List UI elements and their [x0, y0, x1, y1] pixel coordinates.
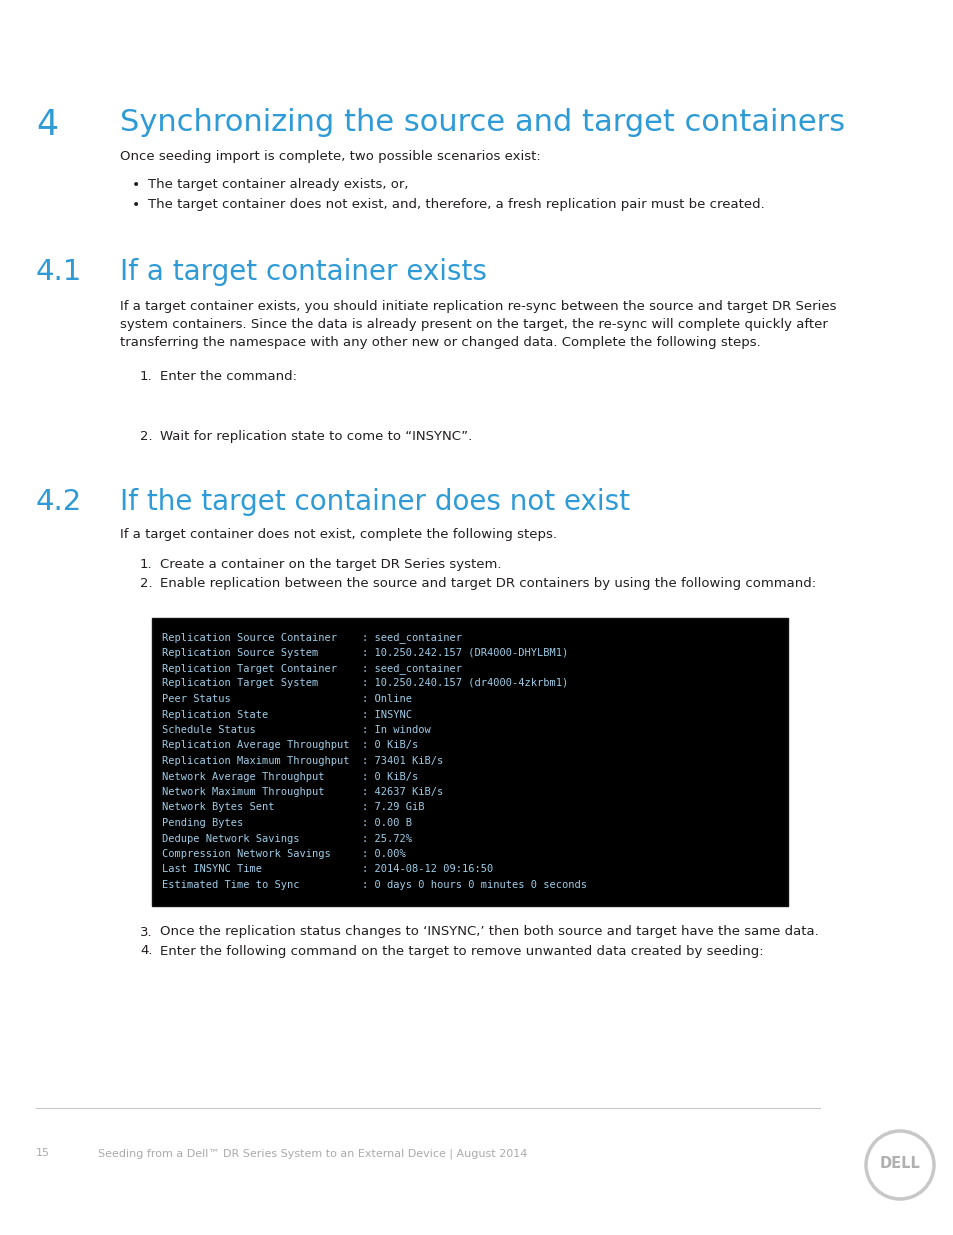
Text: •: • — [132, 178, 140, 191]
Text: Enter the following command on the target to remove unwanted data created by see: Enter the following command on the targe… — [160, 945, 762, 957]
Text: 4.1: 4.1 — [36, 258, 82, 287]
Text: Once the replication status changes to ‘INSYNC,’ then both source and target hav: Once the replication status changes to ‘… — [160, 925, 818, 939]
Text: Replication Target System       : 10.250.240.157 (dr4000-4zkrbm1): Replication Target System : 10.250.240.1… — [162, 678, 568, 688]
Text: Synchronizing the source and target containers: Synchronizing the source and target cont… — [120, 107, 844, 137]
Text: Last INSYNC Time                : 2014-08-12 09:16:50: Last INSYNC Time : 2014-08-12 09:16:50 — [162, 864, 493, 874]
Text: Network Bytes Sent              : 7.29 GiB: Network Bytes Sent : 7.29 GiB — [162, 803, 424, 813]
Text: If the target container does not exist: If the target container does not exist — [120, 488, 629, 516]
Text: Network Average Throughput      : 0 KiB/s: Network Average Throughput : 0 KiB/s — [162, 772, 417, 782]
Text: Replication State               : INSYNC: Replication State : INSYNC — [162, 709, 412, 720]
Text: Peer Status                     : Online: Peer Status : Online — [162, 694, 412, 704]
Text: DéLL: DéLL — [897, 1165, 901, 1166]
Text: Replication Source System       : 10.250.242.157 (DR4000-DHYLBM1): Replication Source System : 10.250.242.1… — [162, 647, 568, 657]
Text: Estimated Time to Sync          : 0 days 0 hours 0 minutes 0 seconds: Estimated Time to Sync : 0 days 0 hours … — [162, 881, 586, 890]
Text: Replication Maximum Throughput  : 73401 KiB/s: Replication Maximum Throughput : 73401 K… — [162, 756, 443, 766]
Text: Dedupe Network Savings          : 25.72%: Dedupe Network Savings : 25.72% — [162, 834, 412, 844]
Text: The target container does not exist, and, therefore, a fresh replication pair mu: The target container does not exist, and… — [148, 198, 764, 211]
Text: 3.: 3. — [140, 925, 152, 939]
Text: Wait for replication state to come to “INSYNC”.: Wait for replication state to come to “I… — [160, 430, 472, 443]
Text: Schedule Status                 : In window: Schedule Status : In window — [162, 725, 431, 735]
Text: 4.2: 4.2 — [36, 488, 82, 516]
Text: Compression Network Savings     : 0.00%: Compression Network Savings : 0.00% — [162, 848, 405, 860]
Text: Replication Average Throughput  : 0 KiB/s: Replication Average Throughput : 0 KiB/s — [162, 741, 417, 751]
Text: 4.: 4. — [140, 945, 152, 957]
Text: Create a container on the target DR Series system.: Create a container on the target DR Seri… — [160, 558, 501, 571]
Text: 4: 4 — [36, 107, 58, 142]
Text: Seeding from a Dell™ DR Series System to an External Device | August 2014: Seeding from a Dell™ DR Series System to… — [98, 1149, 527, 1158]
Text: 2.: 2. — [140, 577, 152, 590]
Text: 2.: 2. — [140, 430, 152, 443]
Text: DELL: DELL — [879, 1156, 920, 1172]
Text: 15: 15 — [36, 1149, 50, 1158]
Text: system containers. Since the data is already present on the target, the re-sync : system containers. Since the data is alr… — [120, 317, 827, 331]
Text: If a target container does not exist, complete the following steps.: If a target container does not exist, co… — [120, 529, 557, 541]
Text: Enter the command:: Enter the command: — [160, 370, 296, 383]
Text: Replication Source Container    : seed_container: Replication Source Container : seed_cont… — [162, 632, 461, 643]
Text: Enable replication between the source and target DR containers by using the foll: Enable replication between the source an… — [160, 577, 815, 590]
Text: The target container already exists, or,: The target container already exists, or, — [148, 178, 408, 191]
Text: 1.: 1. — [140, 370, 152, 383]
Text: 1.: 1. — [140, 558, 152, 571]
FancyBboxPatch shape — [152, 618, 787, 905]
Text: Replication Target Container    : seed_container: Replication Target Container : seed_cont… — [162, 663, 461, 674]
Text: Network Maximum Throughput      : 42637 KiB/s: Network Maximum Throughput : 42637 KiB/s — [162, 787, 443, 797]
Text: Pending Bytes                   : 0.00 B: Pending Bytes : 0.00 B — [162, 818, 412, 827]
Text: •: • — [132, 198, 140, 212]
Text: If a target container exists: If a target container exists — [120, 258, 486, 287]
Text: Once seeding import is complete, two possible scenarios exist:: Once seeding import is complete, two pos… — [120, 149, 540, 163]
Text: If a target container exists, you should initiate replication re-sync between th: If a target container exists, you should… — [120, 300, 836, 312]
Text: transferring the namespace with any other new or changed data. Complete the foll: transferring the namespace with any othe… — [120, 336, 760, 350]
